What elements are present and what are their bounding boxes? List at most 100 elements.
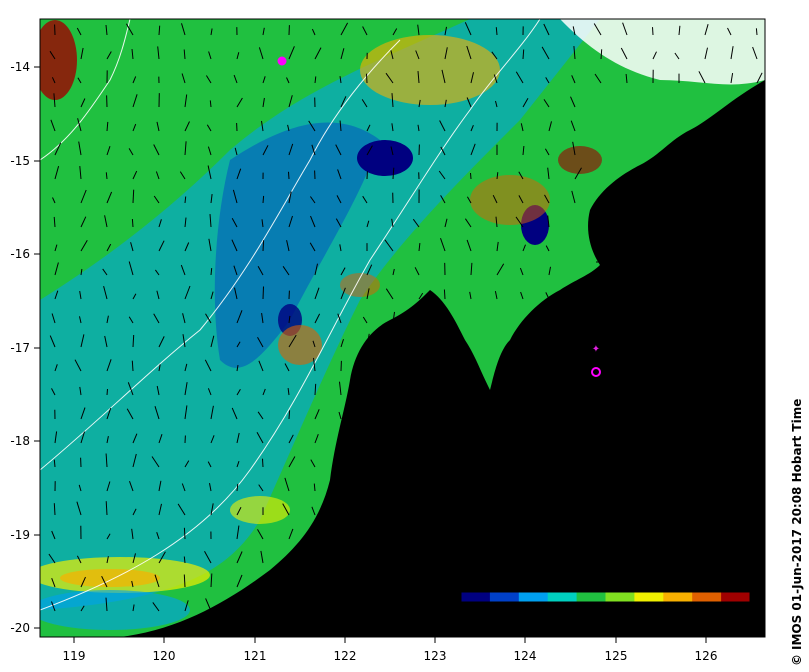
current-vector bbox=[491, 51, 498, 60]
current-vector bbox=[234, 147, 238, 156]
current-vector bbox=[80, 189, 87, 204]
current-vector bbox=[128, 148, 134, 156]
current-vector bbox=[258, 360, 264, 372]
current-vector bbox=[282, 503, 290, 516]
current-vector bbox=[392, 28, 398, 36]
current-vector bbox=[545, 245, 550, 252]
current-vector bbox=[79, 291, 82, 300]
colorbar-tick: 60 bbox=[626, 607, 641, 621]
current-vector bbox=[308, 120, 316, 132]
land-mass bbox=[120, 80, 765, 637]
current-vector bbox=[261, 313, 264, 324]
current-vector bbox=[132, 170, 138, 180]
current-vector bbox=[179, 171, 186, 180]
current-vector bbox=[362, 316, 368, 324]
current-vector bbox=[158, 551, 166, 564]
current-vector bbox=[105, 453, 108, 468]
current-vector bbox=[132, 123, 137, 132]
current-vector bbox=[158, 25, 161, 36]
current-vector bbox=[287, 555, 290, 564]
current-vector bbox=[152, 602, 160, 612]
current-vector bbox=[210, 28, 213, 36]
x-axis: 119 120 121 122 123 124 125 126 bbox=[63, 637, 717, 663]
current-vector bbox=[236, 574, 243, 588]
current-vector bbox=[54, 165, 60, 180]
current-vector bbox=[236, 389, 241, 396]
current-vector bbox=[443, 289, 446, 300]
current-vector bbox=[515, 216, 524, 228]
current-vector bbox=[132, 334, 135, 348]
current-vector bbox=[286, 77, 290, 84]
current-vector bbox=[366, 145, 373, 156]
current-vector bbox=[311, 144, 316, 156]
current-vector bbox=[522, 49, 525, 60]
current-vector bbox=[210, 268, 213, 276]
plot-frame bbox=[39, 18, 766, 638]
current-vector bbox=[158, 364, 161, 372]
current-vector bbox=[314, 313, 321, 324]
current-vector bbox=[310, 459, 316, 468]
warm-patch-2 bbox=[340, 273, 380, 297]
colorbar-cell bbox=[576, 592, 606, 602]
y-axis: -14 -15 -16 -17 -18 -19 -20 bbox=[10, 60, 40, 635]
current-vector bbox=[154, 269, 160, 276]
glider-label: Glider bbox=[612, 341, 653, 355]
current-vector bbox=[158, 434, 163, 444]
current-vector bbox=[106, 436, 109, 444]
current-vector bbox=[366, 73, 368, 84]
current-vector bbox=[184, 242, 190, 252]
current-vector bbox=[210, 335, 215, 348]
current-vector bbox=[287, 124, 290, 132]
current-vector bbox=[337, 169, 342, 180]
colorbar-tick: 0 bbox=[457, 607, 465, 621]
warm-patch-nw bbox=[40, 20, 77, 100]
current-vector bbox=[340, 434, 343, 444]
current-vector bbox=[127, 382, 134, 396]
current-vector bbox=[366, 124, 371, 132]
cool-patch-south bbox=[40, 590, 190, 630]
current-vector bbox=[153, 144, 160, 156]
current-vector bbox=[156, 121, 160, 132]
current-vector bbox=[207, 388, 212, 396]
current-vector bbox=[236, 341, 241, 348]
current-vector bbox=[547, 167, 550, 180]
current-vector bbox=[208, 238, 212, 252]
current-vector bbox=[53, 93, 56, 108]
current-vector bbox=[231, 239, 238, 252]
current-vector bbox=[106, 556, 109, 564]
current-vector bbox=[184, 121, 190, 132]
current-vector bbox=[158, 219, 162, 228]
credit-text: IMOS 01-Jun-2017 20:08 Hobart Time bbox=[790, 399, 804, 650]
current-vector bbox=[257, 337, 264, 348]
current-vector bbox=[183, 527, 186, 540]
colorbar-cell bbox=[489, 592, 520, 602]
current-vector bbox=[470, 172, 472, 180]
y-tick-label: -20 bbox=[10, 621, 30, 635]
current-vector bbox=[132, 453, 137, 468]
colorbar-tick: 80 bbox=[684, 607, 699, 621]
argo-float-marker bbox=[277, 56, 287, 66]
current-vector bbox=[314, 434, 319, 444]
current-vector bbox=[80, 431, 85, 444]
current-vector bbox=[544, 194, 550, 204]
current-vector bbox=[495, 27, 498, 36]
current-vector bbox=[288, 334, 297, 348]
current-vector bbox=[752, 46, 758, 60]
current-vector bbox=[132, 76, 137, 84]
cool-patch-center bbox=[214, 122, 380, 368]
current-vector bbox=[48, 553, 56, 564]
current-vector bbox=[361, 99, 368, 108]
current-vector bbox=[76, 501, 82, 516]
current-vector bbox=[544, 148, 550, 156]
current-vector bbox=[541, 46, 550, 60]
current-vector bbox=[366, 333, 370, 348]
current-vector bbox=[262, 76, 266, 84]
current-vector bbox=[440, 238, 446, 252]
current-vector bbox=[261, 219, 264, 228]
current-vector bbox=[181, 73, 186, 84]
current-vector bbox=[698, 71, 706, 84]
current-vector bbox=[106, 388, 108, 396]
current-vector bbox=[209, 100, 212, 108]
current-vector bbox=[151, 456, 160, 468]
current-vector bbox=[184, 460, 190, 468]
